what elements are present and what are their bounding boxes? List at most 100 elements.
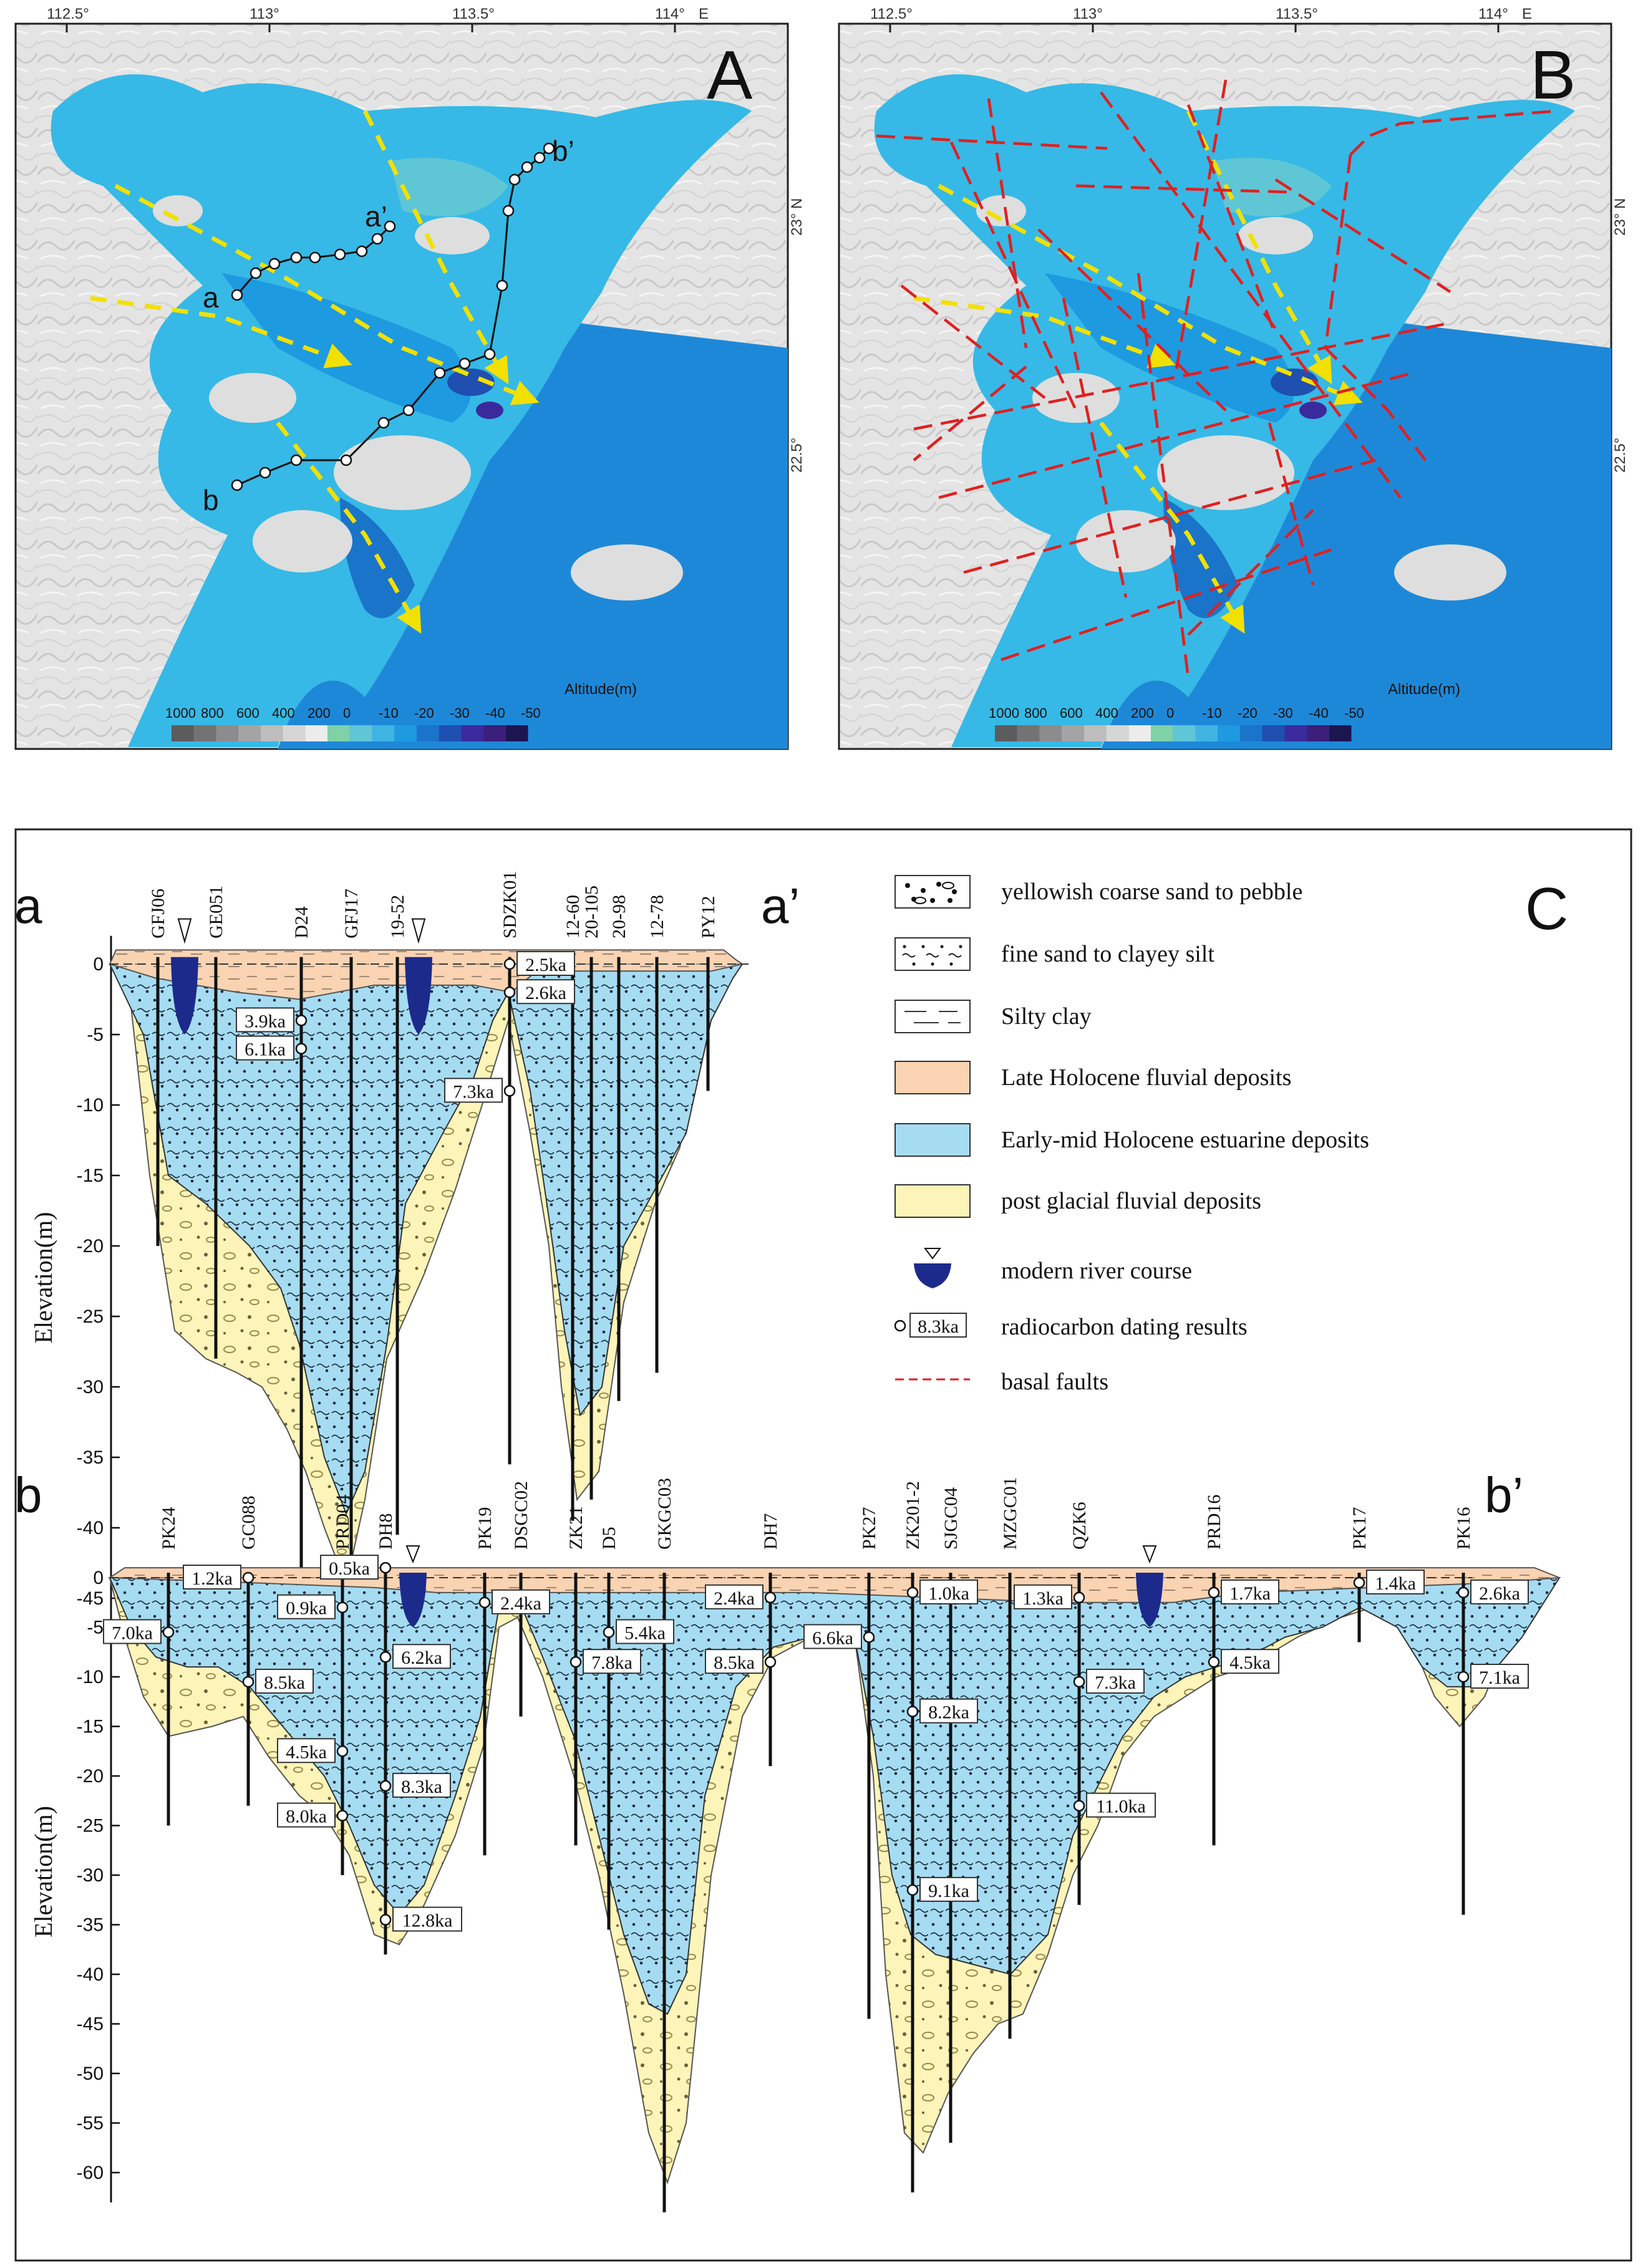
dating-box bbox=[255, 1668, 314, 1694]
section-label: b bbox=[203, 484, 219, 516]
borehole-marker bbox=[533, 152, 546, 164]
dating-label: 1.0ka bbox=[928, 1583, 969, 1604]
dating-box bbox=[444, 1078, 503, 1103]
borehole-name: DH8 bbox=[376, 1513, 396, 1550]
basal-fault-line bbox=[1075, 184, 1289, 194]
borehole-name: PRD04 bbox=[332, 1495, 353, 1550]
dating-point bbox=[379, 1780, 392, 1792]
island bbox=[153, 195, 203, 226]
y-tick-label: -35 bbox=[77, 1447, 104, 1468]
legend-value: -10 bbox=[1202, 705, 1222, 721]
legend-item-river: modern river course bbox=[914, 1248, 1192, 1288]
deep-pool bbox=[447, 369, 495, 396]
legend-value: -30 bbox=[1273, 705, 1293, 721]
basal-fault-line bbox=[1137, 273, 1190, 679]
dating-label: 1.3ka bbox=[1022, 1588, 1064, 1609]
lat-tick-label: 22.5° bbox=[1612, 438, 1629, 473]
deep-pool bbox=[1299, 402, 1327, 419]
colorscale-swatch bbox=[995, 725, 1017, 741]
legend-swatch bbox=[894, 1061, 971, 1094]
y-tick-label: -55 bbox=[77, 2113, 104, 2134]
basal-fault-line bbox=[1174, 79, 1228, 374]
basal-fault-line bbox=[949, 142, 1078, 411]
colorscale-swatch bbox=[260, 725, 283, 741]
borehole-name: PY12 bbox=[698, 896, 719, 939]
island bbox=[1394, 544, 1506, 601]
colorscale-swatch bbox=[349, 725, 372, 741]
dating-point bbox=[1353, 1576, 1365, 1589]
borehole-name: GFJ06 bbox=[148, 889, 168, 939]
borehole-marker bbox=[508, 173, 521, 186]
dating-point bbox=[242, 1676, 254, 1688]
legend-label: fine sand to clayey silt bbox=[1001, 941, 1214, 967]
legend-item-silty: Silty clay bbox=[894, 1000, 1092, 1033]
y-tick-label: -30 bbox=[77, 1377, 104, 1397]
y-tick-label: 0 bbox=[93, 1568, 104, 1588]
dating-box bbox=[919, 1579, 978, 1604]
pebble-oval bbox=[914, 897, 926, 904]
legend-value: -30 bbox=[450, 705, 470, 721]
paleo-channel-arrow bbox=[114, 183, 540, 405]
legend-title: Altitude(m) bbox=[1388, 681, 1460, 698]
lon-tick-label: E bbox=[699, 6, 709, 22]
dating-box bbox=[236, 1007, 294, 1033]
legend-label: yellowish coarse sand to pebble bbox=[1001, 879, 1302, 905]
dating-label: 11.0ka bbox=[1096, 1797, 1146, 1817]
sand-dot bbox=[921, 945, 925, 948]
modern-river-course bbox=[171, 957, 198, 1035]
colorscale-swatch bbox=[216, 725, 239, 741]
dating-point bbox=[1073, 1676, 1085, 1688]
pebble-dot bbox=[930, 898, 935, 903]
borehole-name: DH7 bbox=[760, 1513, 781, 1550]
dating-point bbox=[1073, 1800, 1085, 1812]
borehole-marker bbox=[290, 454, 303, 466]
dating-box bbox=[392, 1772, 451, 1798]
legend-item-post: post glacial fluvial deposits bbox=[894, 1184, 1261, 1218]
panel-letter: B bbox=[1530, 37, 1576, 113]
borehole-name: GE051 bbox=[206, 885, 226, 939]
basal-fault-line bbox=[1187, 509, 1314, 636]
dating-label: 7.3ka bbox=[453, 1081, 494, 1102]
dating-label: 7.3ka bbox=[1095, 1672, 1136, 1693]
lat-tick-label: 23° N bbox=[788, 198, 805, 236]
panel-letter: C bbox=[1525, 876, 1568, 942]
dating-point bbox=[1073, 1591, 1085, 1604]
pebble-dot bbox=[905, 883, 910, 888]
y-tick-label: -20 bbox=[77, 1236, 104, 1257]
legend-label: modern river course bbox=[1001, 1258, 1192, 1284]
modern-river-course bbox=[1136, 1573, 1163, 1628]
dating-box bbox=[1470, 1579, 1529, 1604]
dating-point bbox=[503, 986, 516, 998]
borehole-name: 12-60 bbox=[563, 895, 583, 939]
colorscale-swatch bbox=[1173, 725, 1196, 741]
island bbox=[976, 195, 1026, 226]
borehole-marker bbox=[496, 279, 508, 292]
legend-value: -20 bbox=[414, 705, 434, 721]
lon-tick-label: 112.5° bbox=[47, 6, 89, 22]
silt-wave bbox=[926, 953, 939, 958]
colorscale-swatch bbox=[1239, 725, 1263, 741]
y-tick-label: 0 bbox=[93, 954, 104, 975]
borehole-marker bbox=[483, 348, 496, 360]
legend-value: 200 bbox=[308, 705, 331, 721]
sand-dot bbox=[912, 962, 916, 966]
y-tick-label: -5 bbox=[87, 1025, 104, 1045]
dating-box bbox=[909, 1313, 967, 1338]
basal-fault-line bbox=[913, 321, 1451, 431]
pebble-dot bbox=[952, 889, 957, 894]
basal-fault-line bbox=[1324, 154, 1427, 461]
dating-label: 8.5ka bbox=[714, 1653, 755, 1673]
borehole-name: PK24 bbox=[158, 1507, 179, 1550]
dating-box bbox=[277, 1802, 336, 1828]
dating-label: 8.5ka bbox=[264, 1672, 305, 1693]
dating-point bbox=[603, 1626, 615, 1638]
colorscale-swatch bbox=[1218, 725, 1240, 741]
legend-item-late: Late Holocene fluvial deposits bbox=[894, 1061, 1291, 1094]
dating-point bbox=[295, 1043, 308, 1054]
colorscale-swatch bbox=[461, 725, 484, 741]
borehole-name: MZGC01 bbox=[1000, 1477, 1020, 1550]
y-tick-label: -45 bbox=[77, 1588, 104, 1609]
map-panel-b: 112.5° 113° 113.5° 114° E 23° N 22.5° B Altitude… bbox=[838, 6, 1629, 750]
dating-box bbox=[277, 1594, 336, 1619]
